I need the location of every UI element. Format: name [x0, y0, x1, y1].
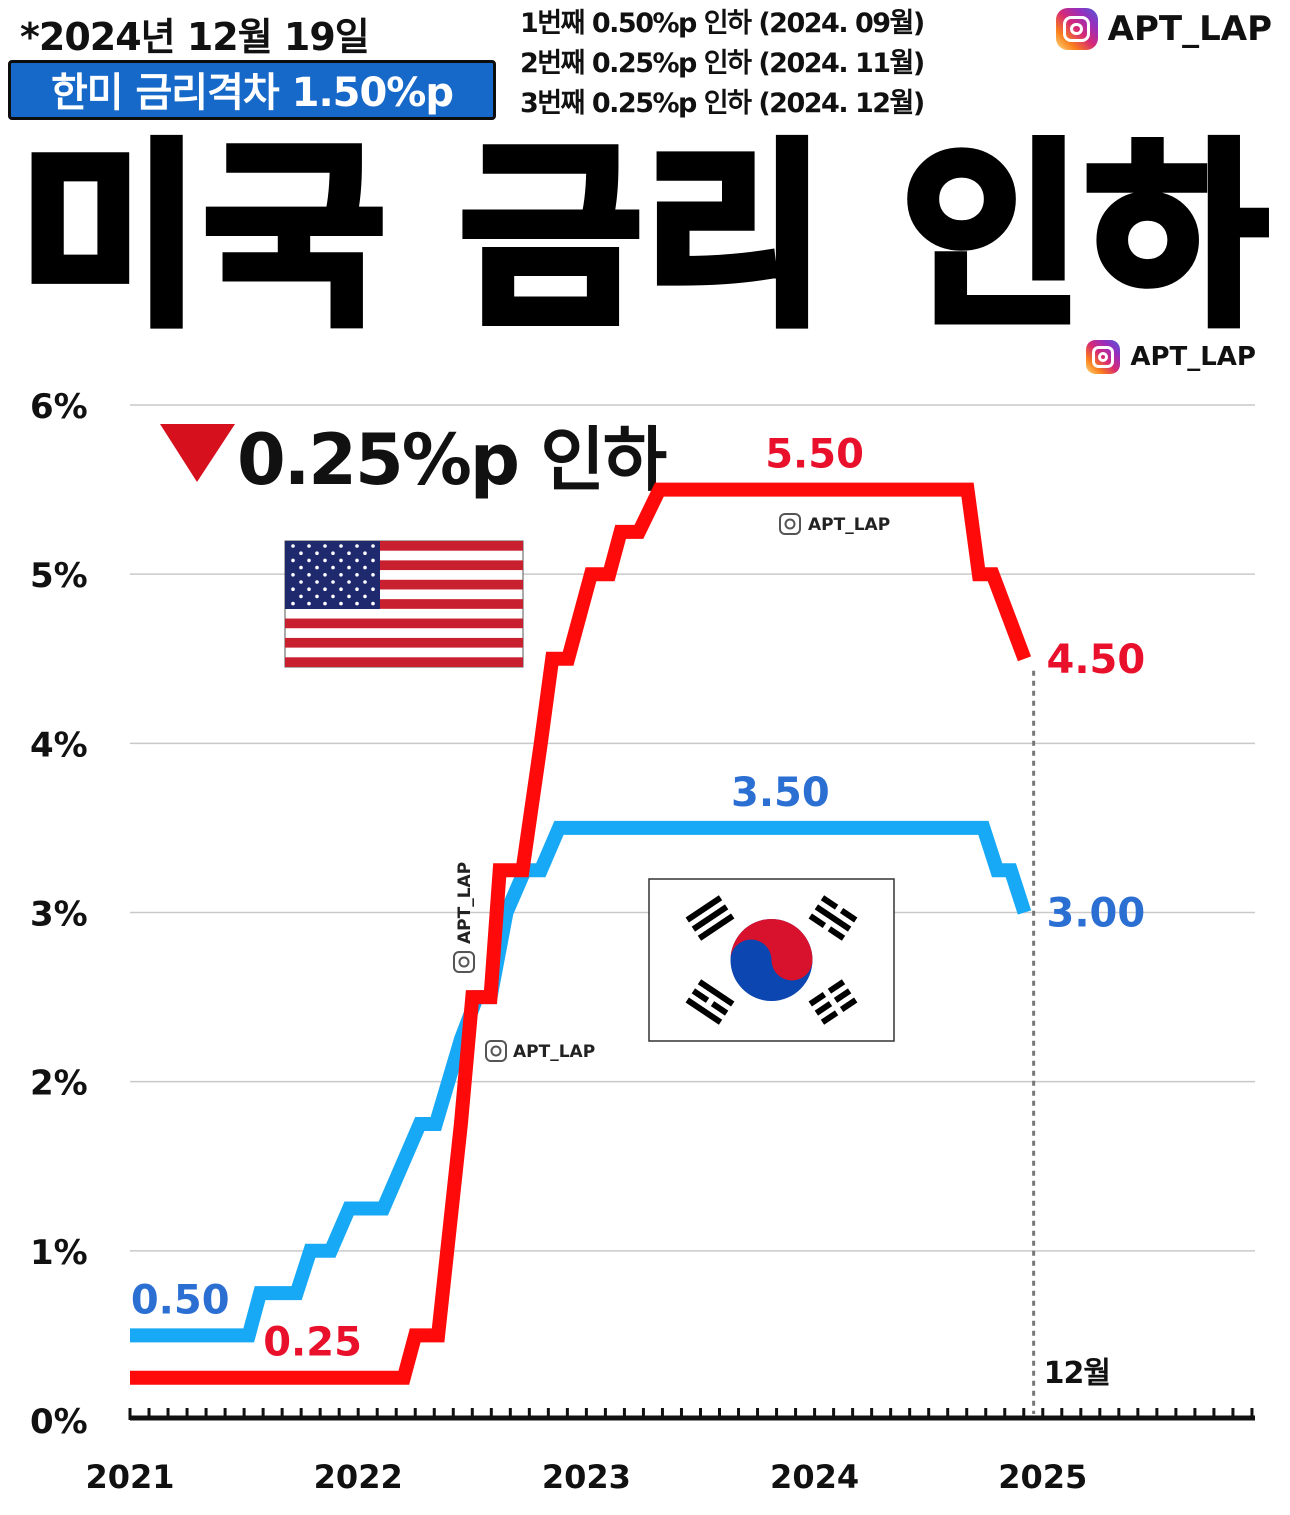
watermark-2: APT_LAP [485, 1040, 595, 1062]
y-tick-label: 6% [30, 387, 88, 427]
x-tick-label: 2022 [314, 1458, 403, 1496]
x-tick-label: 2021 [85, 1458, 174, 1496]
page-title: 미국 금리 인하 [15, 123, 1271, 353]
svg-text:APT_LAP: APT_LAP [455, 862, 475, 944]
x-tick-label: 2025 [998, 1458, 1087, 1496]
x-tick-label: 2023 [542, 1458, 631, 1496]
y-tick-label: 4% [30, 725, 88, 765]
down-triangle-icon [160, 424, 235, 482]
rate-chart: 0% 1% 2% 3% 4% 5% 6% 2021 2022 2023 2024 2025 0.25… [30, 387, 1255, 1496]
y-tick-labels: 0% 1% 2% 3% 4% 5% 6% [30, 387, 88, 1442]
watermark-3: APT_LAP [453, 862, 475, 973]
y-tick-label: 0% [30, 1402, 88, 1442]
cut-history: 1번째 0.50%p 인하 (2024. 09월) 2번째 0.25%p 인하 … [520, 4, 925, 124]
instagram-icon [1086, 340, 1121, 374]
x-tick-labels: 2021 2022 2023 2024 2025 [85, 1458, 1087, 1496]
x-axis [128, 1408, 1255, 1421]
svg-text:APT_LAP: APT_LAP [808, 515, 890, 535]
y-tick-label: 1% [30, 1233, 88, 1273]
brand-chart: APT_LAP [1086, 340, 1256, 374]
date-label: *2024년 12월 19일 [20, 15, 370, 59]
us-value-label: 0.25 [263, 1320, 362, 1366]
annotation-text: 0.25%p 인하 [237, 419, 667, 501]
cut-item-2: 2번째 0.25%p 인하 (2024. 11월) [520, 48, 925, 79]
series-lines [130, 482, 1032, 1385]
us-value-label: 4.50 [1047, 637, 1146, 683]
brand-label: APT_LAP [1130, 342, 1256, 372]
us-rate-line [130, 482, 1032, 1385]
y-tick-label: 2% [30, 1064, 88, 1104]
us-flag [284, 540, 524, 668]
kr-rate-line [130, 820, 1032, 1343]
x-tick-label: 2024 [770, 1458, 859, 1496]
cut-annotation: 0.25%p 인하 [160, 419, 669, 501]
us-value-label: 5.50 [765, 432, 864, 478]
korea-flag [648, 878, 895, 1042]
current-month-marker: 12월 [1032, 670, 1111, 1414]
instagram-icon [1055, 8, 1098, 50]
kr-value-label: 3.50 [731, 770, 830, 816]
brand-label: APT_LAP [1107, 9, 1272, 49]
marker-label: 12월 [1044, 1356, 1110, 1391]
data-labels: 5.50 4.50 0.25 3.50 3.00 0.50 [131, 432, 1145, 1366]
kr-value-label: 3.00 [1047, 891, 1146, 937]
cut-item-3: 3번째 0.25%p 인하 (2024. 12월) [520, 88, 925, 119]
kr-value-label: 0.50 [131, 1277, 230, 1323]
watermark-1: APT_LAP [779, 513, 890, 535]
brand-top: APT_LAP [1055, 8, 1272, 50]
cut-item-1: 1번째 0.50%p 인하 (2024. 09월) [520, 8, 925, 39]
y-tick-label: 3% [30, 895, 88, 935]
y-tick-label: 5% [30, 556, 88, 596]
rate-gap-badge: 한미 금리격차 1.50%p [8, 60, 496, 120]
svg-text:APT_LAP: APT_LAP [513, 1042, 595, 1062]
